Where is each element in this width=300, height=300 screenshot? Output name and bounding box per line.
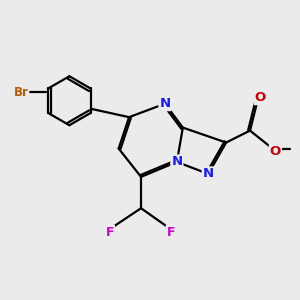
Text: N: N <box>203 167 214 180</box>
Text: O: O <box>255 91 266 104</box>
Text: F: F <box>105 226 114 238</box>
Text: F: F <box>167 226 175 238</box>
Text: N: N <box>159 97 170 110</box>
Text: O: O <box>270 145 281 158</box>
Text: N: N <box>171 155 182 168</box>
Text: Br: Br <box>14 86 28 99</box>
